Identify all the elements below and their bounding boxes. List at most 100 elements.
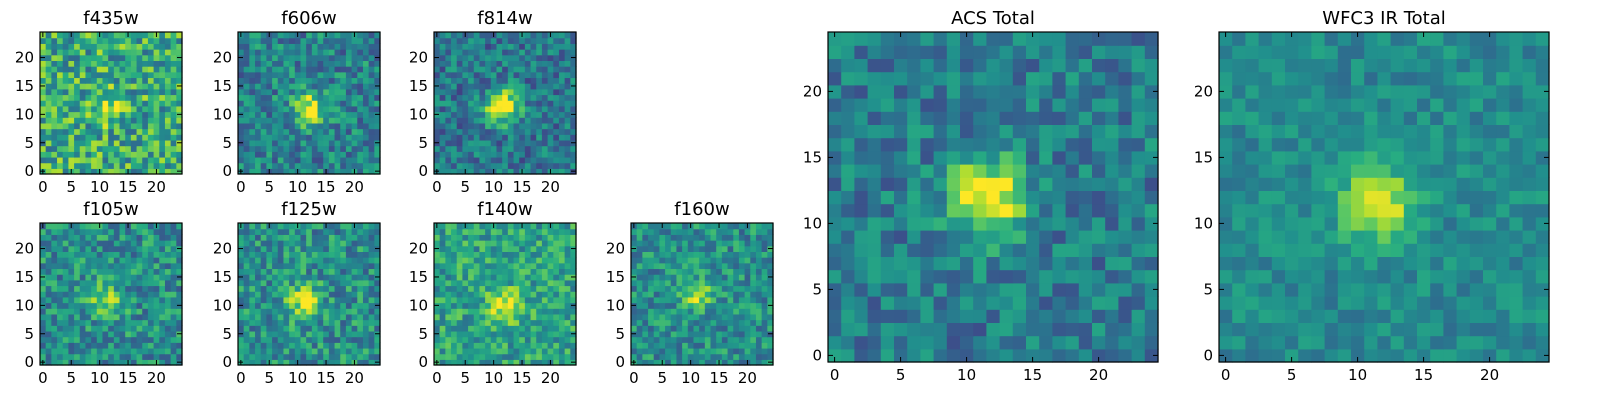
heatmap-cell xyxy=(716,279,723,287)
heatmap-cell xyxy=(345,32,353,39)
heatmap-cell xyxy=(277,60,285,67)
heatmap-cell xyxy=(266,49,273,56)
heatmap-cell xyxy=(704,359,712,366)
heatmap-cell xyxy=(74,325,81,332)
heatmap-cell xyxy=(524,83,532,90)
heatmap-cell xyxy=(357,308,364,315)
heatmap-cell xyxy=(536,330,543,338)
heatmap-cell xyxy=(496,162,503,169)
heatmap-cell xyxy=(519,245,526,252)
heatmap-cell xyxy=(79,342,87,349)
heatmap-cell xyxy=(317,353,324,360)
heatmap-cell xyxy=(727,279,734,287)
heatmap-cell xyxy=(142,60,149,67)
heatmap-cell xyxy=(451,325,458,332)
heatmap-cell xyxy=(170,156,177,164)
heatmap-cell xyxy=(294,268,302,275)
heatmap-cell xyxy=(727,228,734,235)
heatmap-cell xyxy=(704,313,712,321)
heatmap-cell xyxy=(841,230,855,244)
heatmap-cell xyxy=(130,251,138,258)
heatmap-cell xyxy=(147,43,155,50)
heatmap-cell xyxy=(564,134,571,141)
heatmap-cell xyxy=(648,279,655,287)
heatmap-cell xyxy=(841,150,855,165)
heatmap-cell xyxy=(1052,190,1067,205)
heatmap-cell xyxy=(636,291,643,298)
heatmap-cell xyxy=(113,94,121,101)
heatmap-cell xyxy=(79,49,87,56)
heatmap-cell xyxy=(445,223,452,230)
heatmap-cell xyxy=(564,291,571,298)
heatmap-cell xyxy=(102,223,109,230)
heatmap-cell xyxy=(946,348,961,363)
heatmap-cell xyxy=(490,128,498,135)
heatmap-cell xyxy=(960,296,974,310)
heatmap-cell xyxy=(260,66,267,73)
heatmap-cell xyxy=(351,353,358,360)
heatmap-cell xyxy=(693,240,700,247)
heatmap-cell xyxy=(462,302,469,309)
heatmap-cell xyxy=(136,71,143,79)
heatmap-cell xyxy=(357,240,364,247)
heatmap-cell xyxy=(300,60,307,67)
heatmap-cell xyxy=(659,274,666,281)
heatmap-cell xyxy=(125,313,132,321)
heatmap-cell xyxy=(519,83,526,90)
heatmap-cell xyxy=(300,279,307,287)
heatmap-cell xyxy=(243,100,250,107)
heatmap-cell xyxy=(496,111,503,118)
heatmap-cell xyxy=(130,228,138,235)
heatmap-cell xyxy=(323,347,330,355)
heatmap-cell xyxy=(699,308,706,315)
heatmap-cell xyxy=(51,145,58,152)
heatmap-cell xyxy=(340,274,347,281)
heatmap-cell xyxy=(51,240,58,247)
heatmap-cell xyxy=(564,122,571,130)
heatmap-cell xyxy=(564,308,571,315)
heatmap-cell xyxy=(986,164,1001,178)
heatmap-cell xyxy=(283,156,290,164)
heatmap-cell xyxy=(113,122,121,130)
heatmap-cell xyxy=(283,228,290,235)
heatmap-cell xyxy=(328,88,336,96)
heatmap-cell xyxy=(266,145,273,152)
heatmap-cell xyxy=(653,274,660,281)
heatmap-cell xyxy=(828,269,842,284)
heatmap-cell xyxy=(300,71,307,79)
heatmap-cell xyxy=(374,234,381,241)
heatmap-cell xyxy=(243,71,250,79)
heatmap-cell xyxy=(479,32,486,39)
heatmap-cell xyxy=(716,245,723,252)
heatmap-cell xyxy=(266,268,273,275)
heatmap-cell xyxy=(986,269,1001,284)
heatmap-cell xyxy=(96,134,104,141)
heatmap-cell xyxy=(277,162,285,169)
heatmap-cell xyxy=(933,335,948,350)
heatmap-cell xyxy=(721,228,729,235)
heatmap-cell xyxy=(113,302,121,309)
heatmap-cell xyxy=(496,268,503,275)
heatmap-cell xyxy=(502,32,509,39)
heatmap-cell xyxy=(45,134,52,141)
heatmap-cell xyxy=(750,302,757,309)
heatmap-cell xyxy=(74,168,81,175)
heatmap-cell xyxy=(102,257,109,264)
heatmap-cell xyxy=(68,134,75,141)
heatmap-cell xyxy=(170,223,177,230)
heatmap-cell xyxy=(880,203,895,218)
heatmap-cell xyxy=(445,308,452,315)
heatmap-cell xyxy=(721,308,729,315)
heatmap-cell xyxy=(272,330,279,338)
heatmap-cell xyxy=(907,164,921,178)
heatmap-cell xyxy=(682,262,689,270)
heatmap-cell xyxy=(473,291,481,298)
heatmap-cell xyxy=(323,71,330,79)
heatmap-cell xyxy=(496,100,503,107)
heatmap-cell xyxy=(473,49,481,56)
heatmap-cell xyxy=(340,43,347,50)
heatmap-cell xyxy=(142,94,149,101)
heatmap-cell xyxy=(445,88,452,96)
heatmap-cell xyxy=(40,336,47,343)
heatmap-cell xyxy=(62,245,69,252)
